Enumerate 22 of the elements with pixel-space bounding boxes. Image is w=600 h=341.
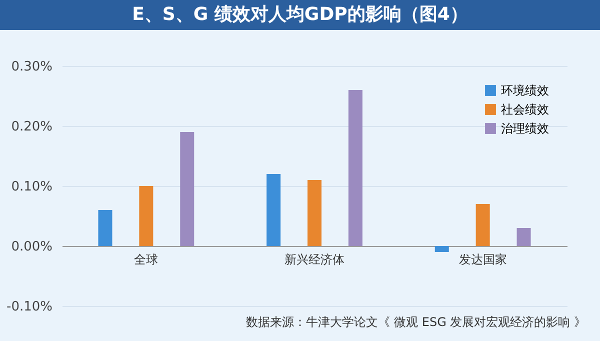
- y-tick-label: 0.00%: [11, 240, 52, 254]
- y-tick-label: 0.30%: [11, 60, 52, 74]
- y-tick-label: 0.20%: [11, 120, 52, 134]
- legend-label: 社会绩效: [501, 102, 549, 116]
- legend-label: 治理绩效: [501, 122, 549, 136]
- bar: [516, 228, 531, 246]
- bar: [266, 174, 281, 246]
- bar: [348, 90, 362, 246]
- bar: [434, 246, 449, 252]
- bar: [98, 210, 112, 246]
- bar: [308, 180, 322, 246]
- y-tick-label: -0.10%: [6, 300, 52, 314]
- x-tick-label: 全球: [134, 252, 158, 266]
- x-tick-label: 发达国家: [458, 252, 507, 266]
- x-tick-label: 新兴经济体: [284, 252, 344, 266]
- y-tick-label: 0.10%: [11, 180, 52, 194]
- bar: [180, 132, 194, 246]
- legend-label: 环境绩效: [501, 84, 549, 98]
- source-note: 数据来源：牛津大学论文《 微观 ESG 发展对宏观经济的影响 》: [246, 314, 586, 331]
- chart-title: E、S、G 绩效对人均GDP的影响（图4）: [0, 0, 600, 30]
- bar: [476, 204, 490, 246]
- bar: [139, 186, 154, 246]
